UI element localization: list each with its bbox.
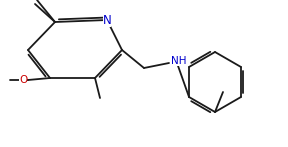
Text: NH: NH	[171, 56, 187, 66]
Text: N: N	[103, 14, 111, 26]
Text: CH₃: CH₃	[14, 0, 30, 1]
Text: O: O	[19, 75, 27, 85]
